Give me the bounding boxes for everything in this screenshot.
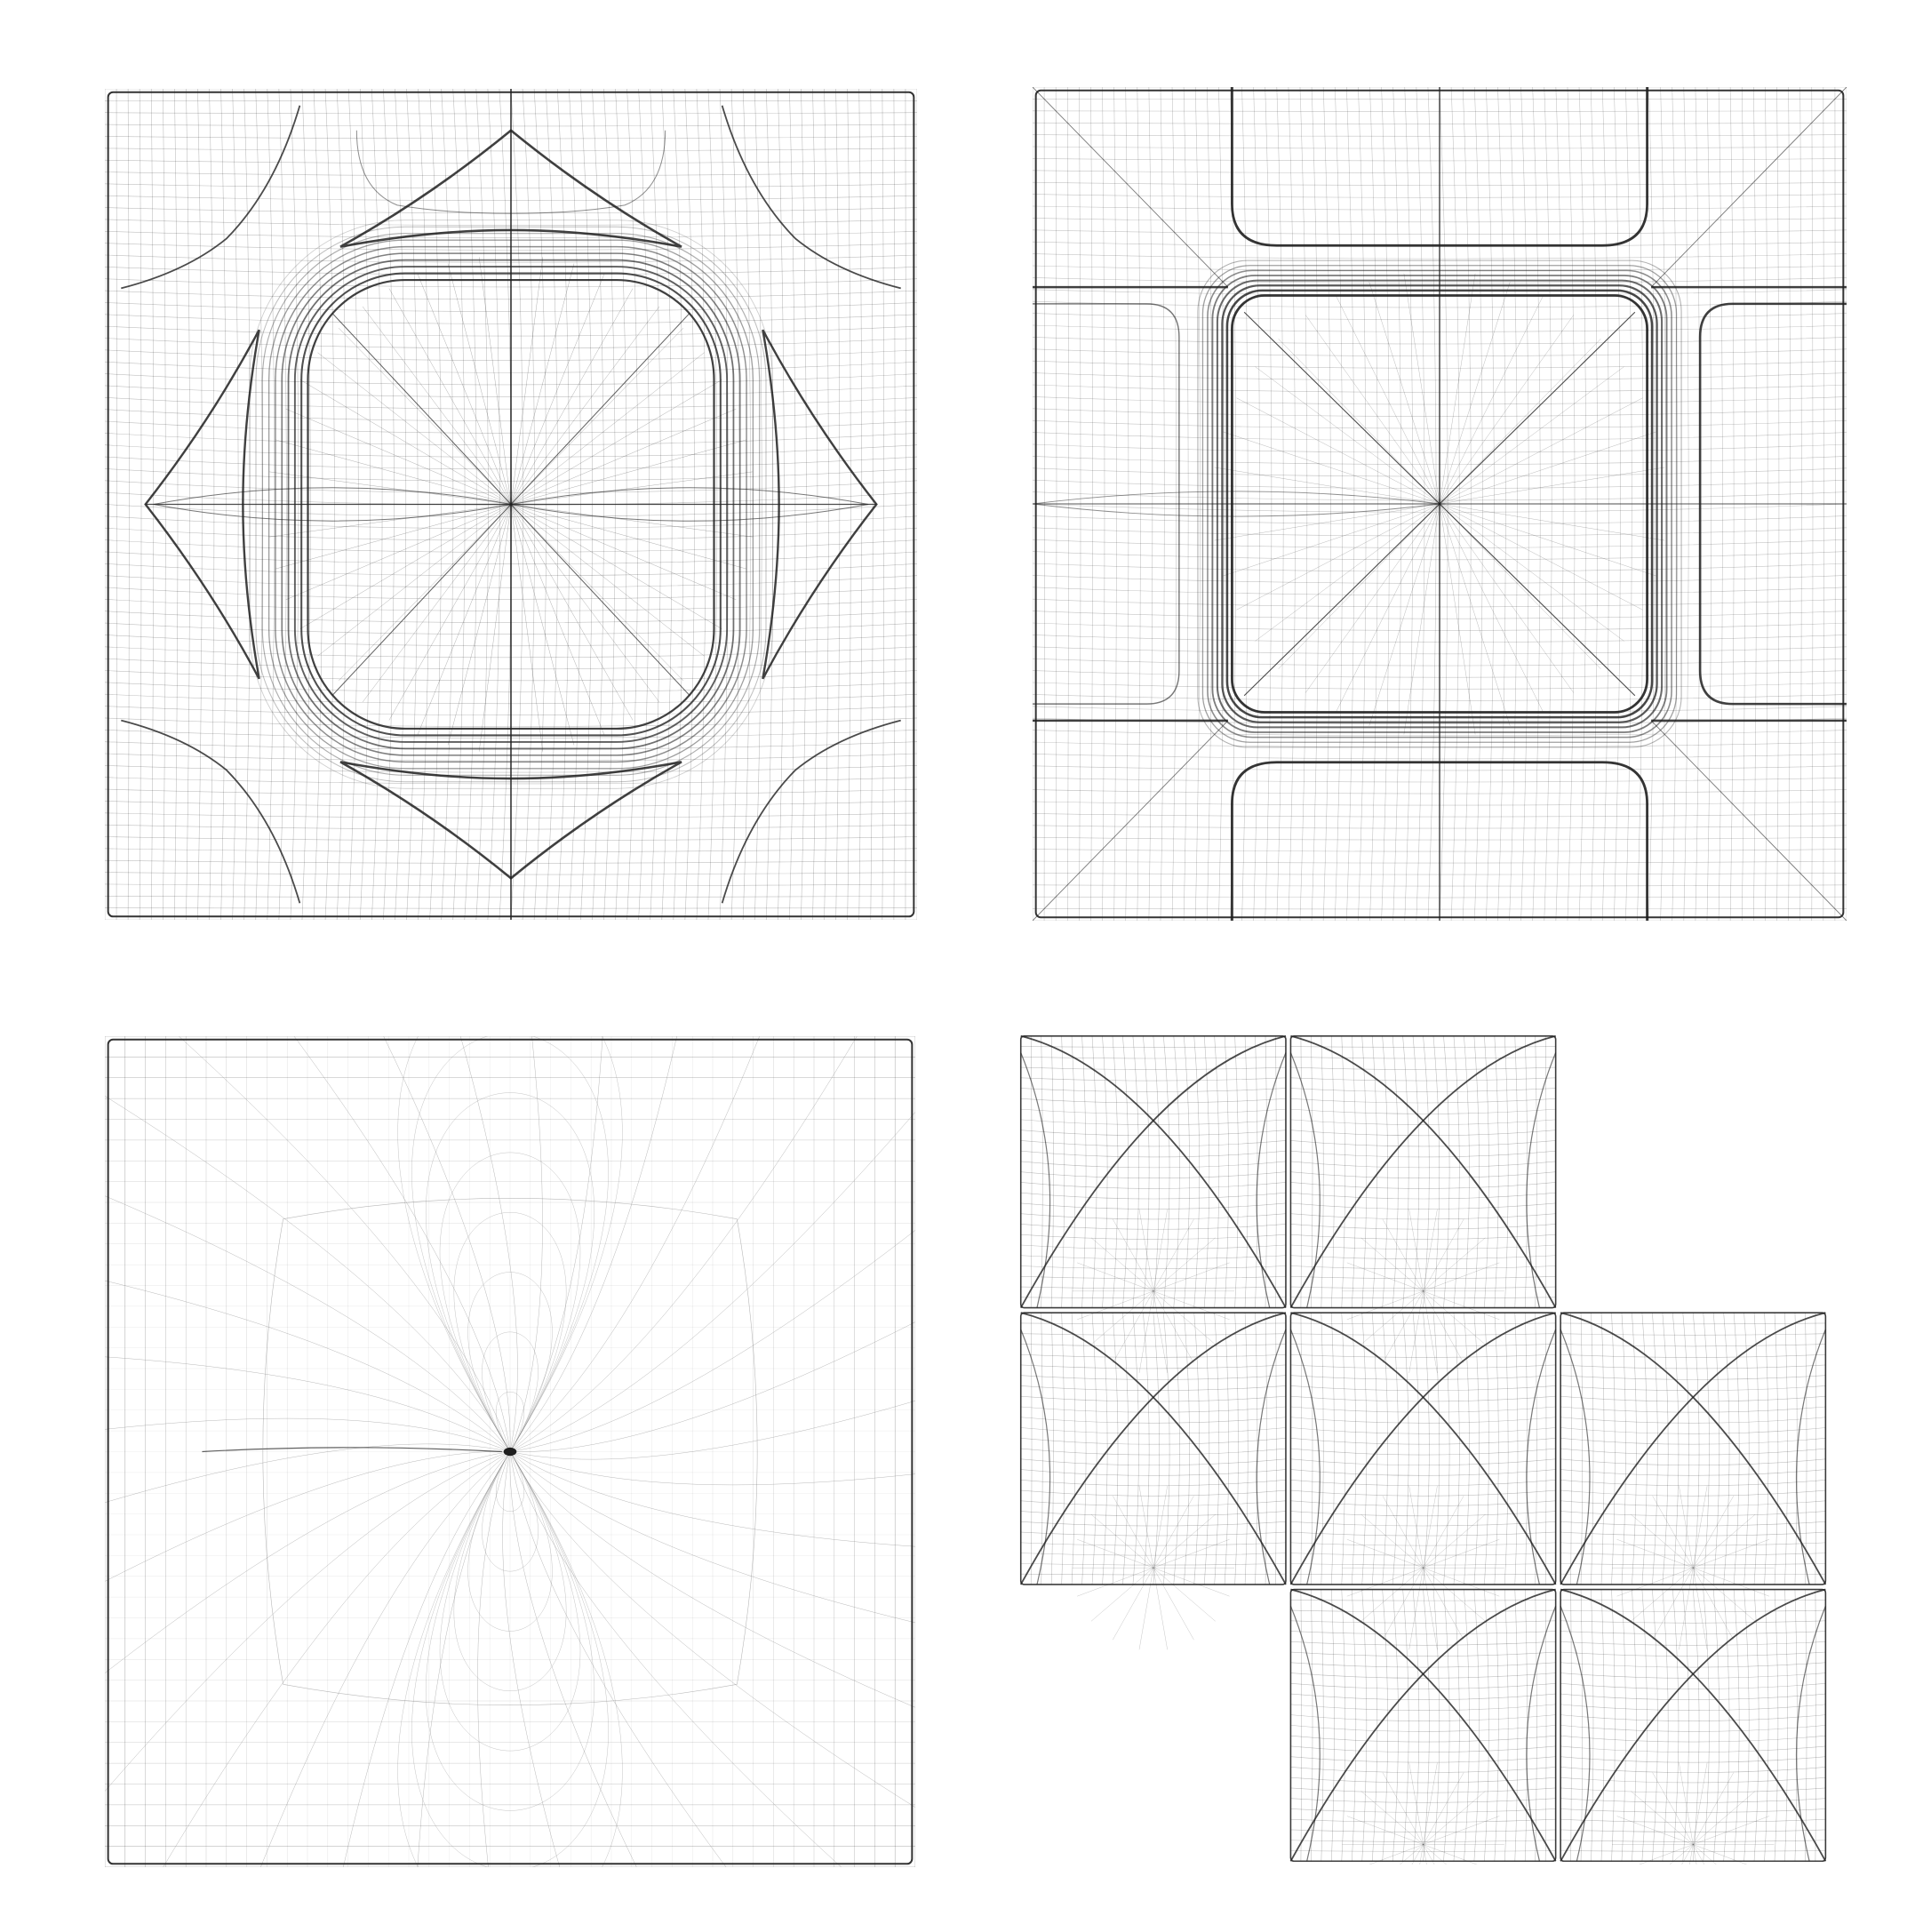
mesh-drawing-top-left — [105, 89, 917, 920]
right-side-cell — [762, 330, 876, 679]
mesh-lines — [1033, 87, 1847, 921]
panel-border — [1036, 91, 1844, 917]
bottom-lens-cell — [340, 762, 682, 878]
top-lens-cell — [340, 131, 682, 247]
panel-border — [108, 92, 914, 917]
mesh-tile — [1560, 1590, 1825, 1864]
panel-border — [108, 1040, 913, 1864]
mesh-lines — [1021, 1036, 1826, 1864]
mesh-tile — [1290, 1313, 1555, 1649]
mesh-tile — [1021, 1036, 1286, 1373]
mesh-lines — [105, 1036, 915, 1867]
field-center-point — [503, 1447, 517, 1457]
mesh-drawing-bottom-right — [1018, 1034, 1829, 1864]
mesh-panel-bottom-left — [105, 1036, 915, 1867]
mesh-tile — [1021, 1313, 1286, 1649]
mesh-tile — [1560, 1313, 1825, 1649]
left-side-cell — [146, 330, 259, 679]
mesh-tile — [1290, 1590, 1555, 1864]
mesh-drawing-bottom-left — [105, 1036, 915, 1867]
mesh-tile — [1290, 1036, 1555, 1373]
mesh-panel-bottom-right — [1018, 1034, 1829, 1864]
mesh-lines — [105, 89, 917, 920]
mesh-drawing-top-right — [1033, 87, 1847, 921]
mesh-panel-top-left — [105, 89, 917, 920]
mesh-panel-top-right — [1033, 87, 1847, 921]
